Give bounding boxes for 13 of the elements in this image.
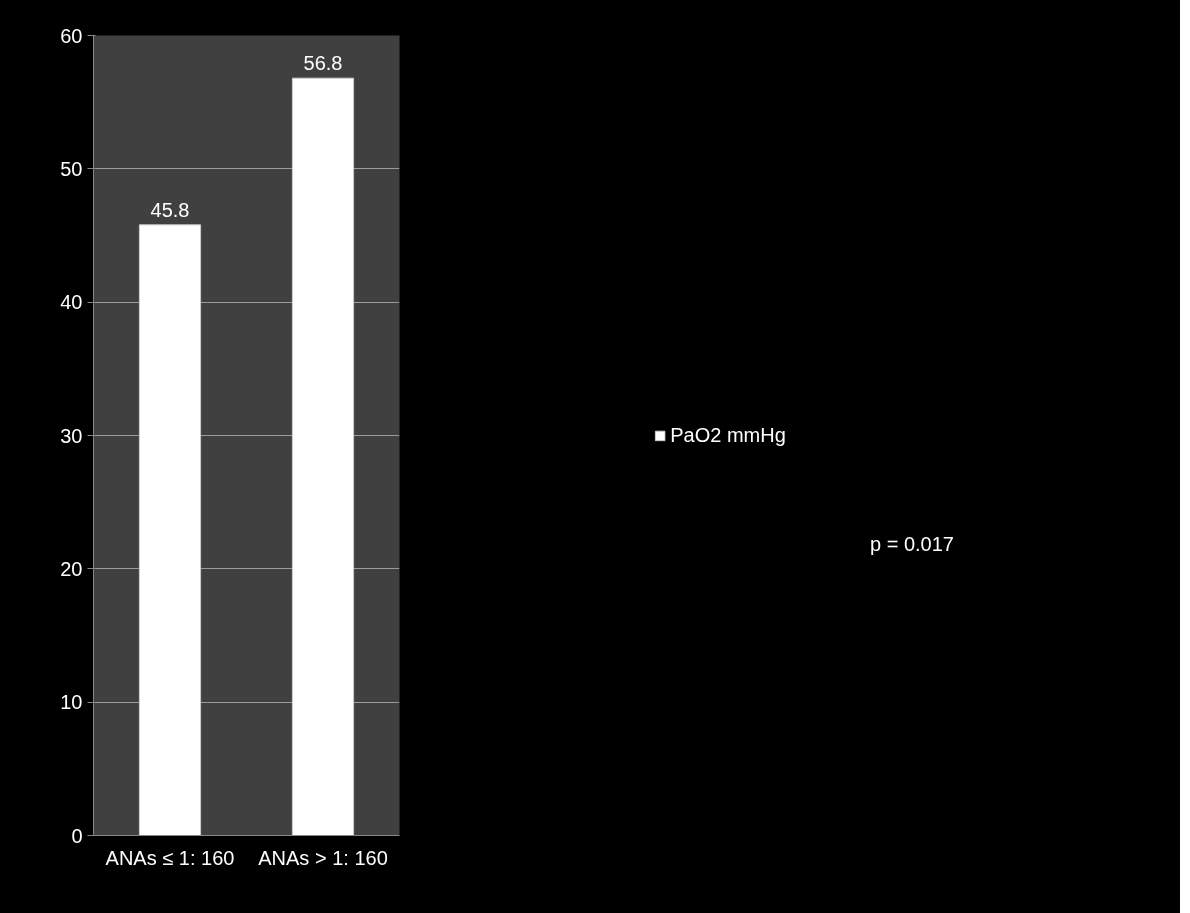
legend-label: PaO2 mmHg (670, 423, 786, 447)
y-tick-label: 40 (60, 291, 83, 314)
y-tick-label: 0 (71, 824, 83, 847)
data-label: 45.8 (150, 198, 190, 221)
y-tick-label: 20 (60, 557, 83, 580)
text: p = 0.017 (870, 532, 954, 557)
y-tick-label: 10 (60, 691, 83, 714)
y-tick-label: 30 (60, 424, 83, 447)
x-tick-label: ANAs > 1: 160 (258, 846, 388, 869)
y-tick-label: 50 (60, 157, 83, 180)
y-tick-label: 60 (60, 24, 83, 47)
data-label: 56.8 (303, 52, 343, 75)
x-tick-label: ANAs ≤ 1: 160 (105, 846, 235, 869)
